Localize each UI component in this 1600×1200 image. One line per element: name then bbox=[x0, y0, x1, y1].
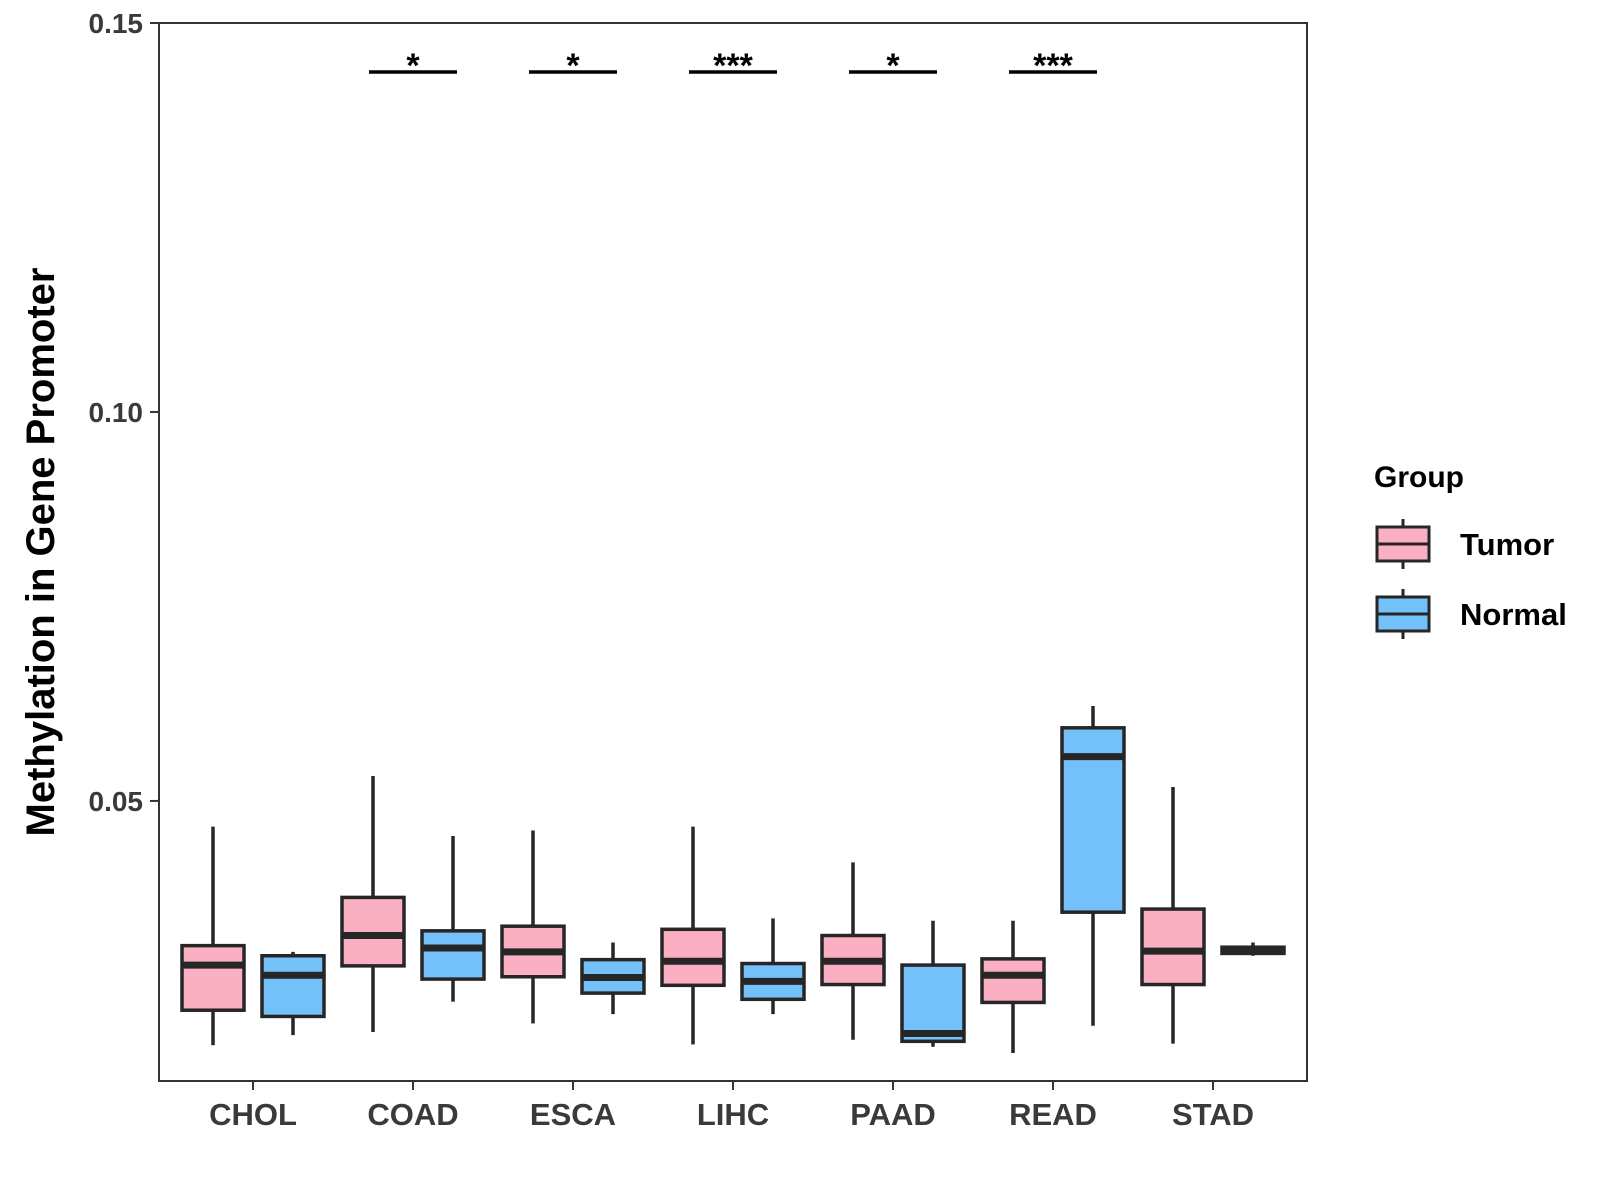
box-body bbox=[340, 895, 406, 968]
x-category-label: PAAD bbox=[850, 1097, 936, 1132]
legend-title: Group bbox=[1374, 461, 1464, 494]
box-body bbox=[260, 954, 326, 1019]
box-normal-paad bbox=[900, 920, 966, 1047]
y-axis-title: Methylation in Gene Promoter bbox=[19, 268, 63, 837]
box-normal-coad bbox=[420, 835, 486, 1002]
significance-label: * bbox=[566, 47, 580, 85]
y-tick-label: 0.10 bbox=[89, 397, 144, 428]
x-category-label: READ bbox=[1009, 1097, 1097, 1132]
significance-label: * bbox=[406, 47, 420, 85]
box-tumor-paad bbox=[820, 862, 886, 1040]
legend-label: Tumor bbox=[1460, 527, 1554, 562]
x-category-label: COAD bbox=[367, 1097, 458, 1132]
box-body bbox=[660, 927, 726, 988]
x-category-label: LIHC bbox=[697, 1097, 769, 1132]
box-normal-esca bbox=[580, 942, 646, 1015]
box-normal-read bbox=[1060, 706, 1126, 1026]
plot-panel-border bbox=[158, 22, 1308, 1082]
box-body bbox=[180, 943, 246, 1012]
y-tick-label: 0.15 bbox=[89, 8, 144, 39]
box-normal-chol bbox=[260, 951, 326, 1036]
significance-label: * bbox=[886, 47, 900, 85]
significance-label: *** bbox=[1033, 47, 1073, 85]
box-tumor-chol bbox=[180, 826, 246, 1046]
box-normal-stad bbox=[1220, 942, 1286, 956]
box-body bbox=[980, 957, 1046, 1005]
legend: Tumor Normal bbox=[1375, 519, 1567, 639]
legend-item-normal: Normal bbox=[1375, 589, 1567, 639]
box-body bbox=[420, 929, 486, 981]
legend-label: Normal bbox=[1460, 597, 1567, 632]
box-tumor-stad bbox=[1140, 786, 1206, 1044]
box-tumor-lihc bbox=[660, 826, 726, 1045]
legend-item-tumor: Tumor bbox=[1375, 519, 1554, 569]
box-normal-lihc bbox=[740, 918, 806, 1015]
box-body bbox=[1140, 907, 1206, 987]
y-tick-label: 0.05 bbox=[89, 786, 144, 817]
box-body bbox=[900, 963, 966, 1044]
x-category-label: ESCA bbox=[530, 1097, 616, 1132]
significance-label: *** bbox=[713, 47, 753, 85]
box-tumor-coad bbox=[340, 776, 406, 1032]
x-category-label: CHOL bbox=[209, 1097, 297, 1132]
x-category-label: STAD bbox=[1172, 1097, 1254, 1132]
box-tumor-esca bbox=[500, 830, 566, 1024]
box-tumor-read bbox=[980, 920, 1046, 1053]
